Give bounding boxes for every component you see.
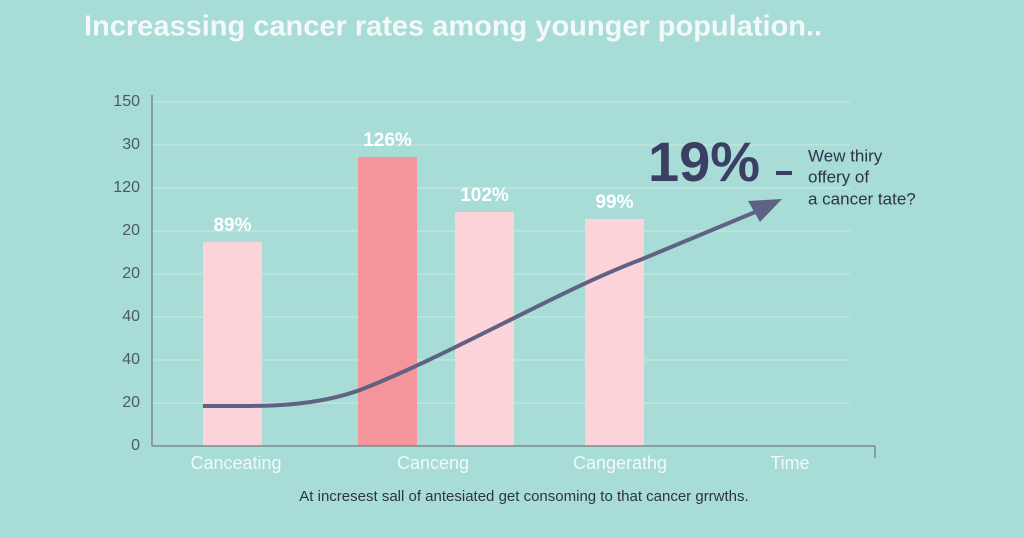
value-label: 89% <box>213 215 251 236</box>
y-tick-label: 40 <box>122 351 140 368</box>
annotation-line: Wew thiry <box>808 146 883 165</box>
x-tick-label: Canceating <box>190 453 281 473</box>
bar <box>203 241 262 446</box>
annotation-dash <box>776 171 792 175</box>
trend-line <box>202 208 761 409</box>
y-tick-label: 0 <box>131 437 140 454</box>
bar <box>585 218 644 446</box>
value-label: 99% <box>595 192 633 213</box>
annotation-big: 19% <box>648 130 760 193</box>
y-tick-label: 20 <box>122 394 140 411</box>
y-tick-label: 40 <box>122 308 140 325</box>
x-tick-label: Canceng <box>397 453 469 473</box>
value-label: 126% <box>363 130 412 151</box>
y-tick-label: 30 <box>122 136 140 153</box>
value-label: 102% <box>460 185 509 206</box>
x-tick-label: Cangerathg <box>573 453 667 473</box>
annotation-line: a cancer tate? <box>808 189 916 208</box>
y-tick-label: 150 <box>113 93 140 110</box>
y-tick-label: 20 <box>122 265 140 282</box>
chart-title: Increassing cancer rates among younger p… <box>84 11 822 43</box>
y-tick-label: 20 <box>122 222 140 239</box>
bar <box>358 157 417 447</box>
x-axis-label: Time <box>770 453 809 473</box>
y-tick-label: 120 <box>113 179 140 196</box>
annotation-line: offery of <box>808 167 869 186</box>
trend-arrow <box>748 199 782 222</box>
footnote: At incresest sall of antesiated get cons… <box>299 488 748 505</box>
bar <box>455 212 514 446</box>
